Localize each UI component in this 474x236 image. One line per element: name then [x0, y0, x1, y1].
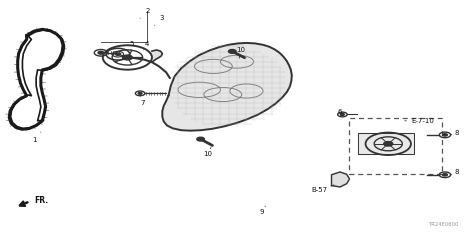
Text: 8: 8 [451, 130, 459, 135]
Polygon shape [357, 133, 414, 154]
Text: 10: 10 [236, 47, 245, 58]
Circle shape [98, 51, 104, 54]
Polygon shape [331, 172, 349, 187]
Text: E-7-10: E-7-10 [405, 118, 435, 124]
Circle shape [116, 53, 120, 55]
Text: TR24E0600: TR24E0600 [429, 222, 459, 227]
Text: 6: 6 [337, 109, 342, 116]
Circle shape [443, 174, 447, 176]
Polygon shape [162, 43, 292, 131]
Circle shape [383, 142, 393, 146]
Circle shape [122, 55, 132, 60]
Circle shape [228, 50, 236, 53]
Circle shape [197, 137, 204, 141]
Text: 2: 2 [140, 8, 149, 18]
Text: B-57: B-57 [311, 185, 334, 193]
Text: FR.: FR. [34, 196, 48, 205]
Text: 4: 4 [144, 41, 149, 50]
Text: 10: 10 [203, 147, 212, 157]
Text: 8: 8 [451, 169, 459, 175]
Circle shape [340, 114, 344, 115]
Circle shape [443, 134, 447, 136]
Polygon shape [152, 50, 162, 62]
Text: 1: 1 [33, 132, 41, 143]
Text: 5: 5 [130, 41, 134, 50]
Text: 7: 7 [140, 97, 145, 106]
Text: 3: 3 [155, 15, 164, 25]
Circle shape [138, 93, 142, 94]
Text: 9: 9 [259, 206, 265, 215]
